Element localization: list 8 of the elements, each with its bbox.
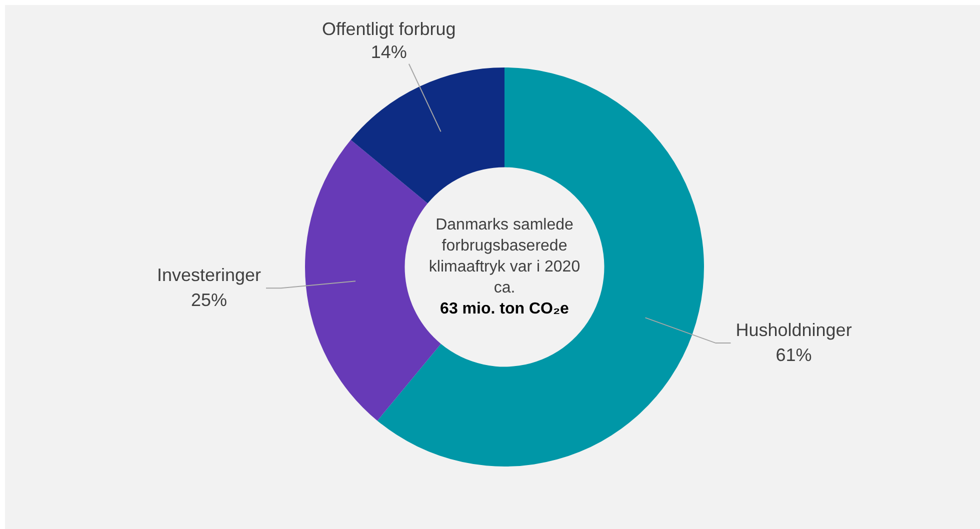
- slice-label: Offentligt forbrug: [322, 18, 456, 39]
- text: Danmarks samlede forbrugsbaserede klimaaftryk var i 2020 ca.: [428, 216, 580, 296]
- data-label: 61%: [776, 345, 812, 366]
- slice-label: Husholdninger: [736, 320, 852, 340]
- slice-label: Investeringer: [156, 265, 261, 286]
- data-label: 25%: [190, 290, 227, 310]
- text: 63 mio. ton CO₂e: [440, 300, 570, 318]
- data-label: 14%: [370, 42, 407, 62]
